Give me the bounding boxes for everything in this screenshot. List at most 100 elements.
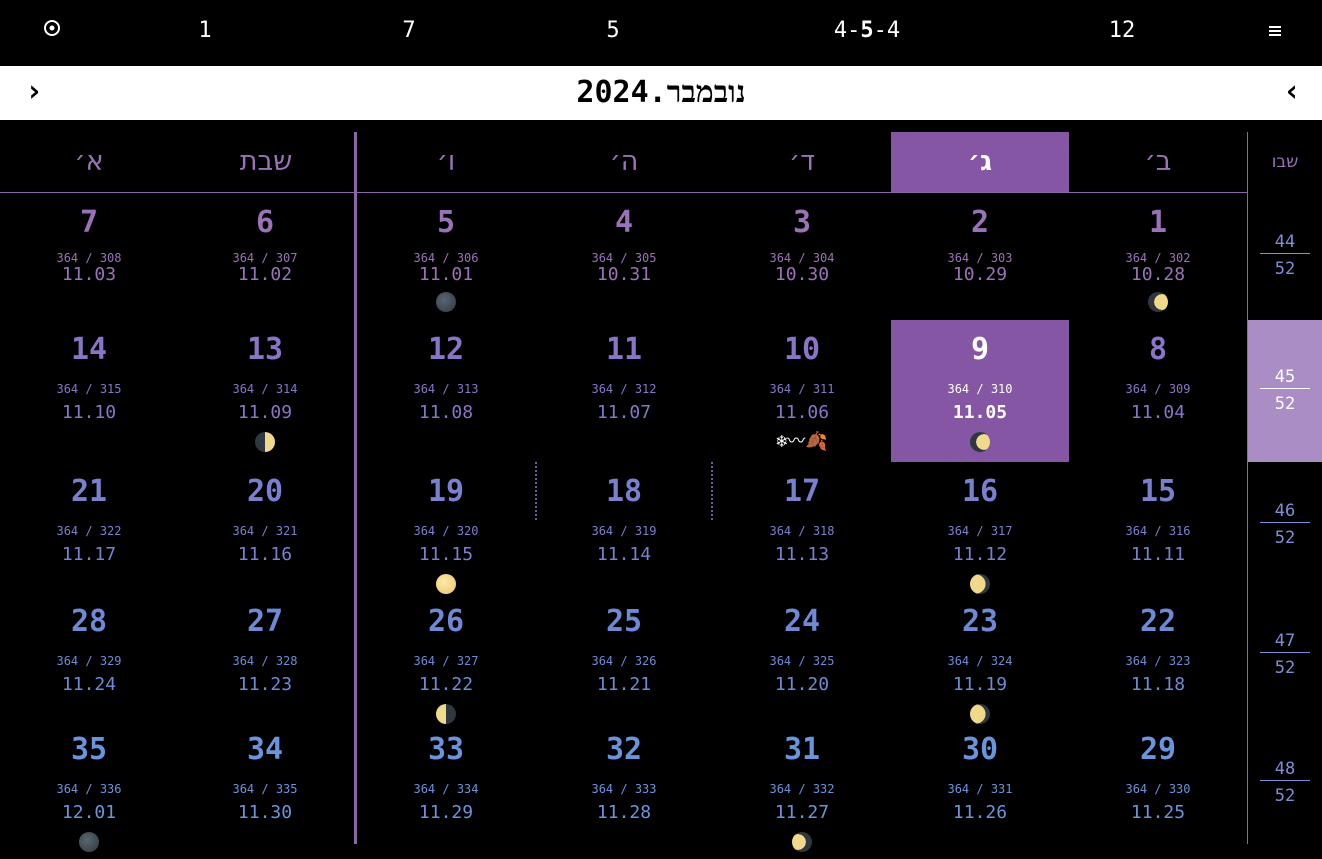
gregorian-date: 11.29 (418, 802, 474, 823)
year-day: 364 / 321 (232, 524, 298, 538)
day-cell[interactable]: 18 364 / 319 11.14 (535, 462, 713, 592)
day-cell[interactable]: 14 364 / 315 11.10 (0, 320, 178, 462)
week-total: 52 (1274, 528, 1296, 548)
gregorian-date: 10.28 (1130, 264, 1186, 285)
day-number: 4 (614, 205, 634, 240)
week-total: 52 (1274, 658, 1296, 678)
day-cell[interactable]: 2 364 / 303 10.29 (891, 193, 1069, 320)
topbar-item-2[interactable]: 7 (402, 18, 416, 43)
day-cell[interactable]: 32 364 / 333 11.28 (535, 720, 713, 847)
day-cell[interactable]: 19 364 / 320 11.15 (357, 462, 535, 595)
weekday-header-row: ב׳ ג׳ ד׳ ה׳ ו׳ שבת א׳ (0, 132, 1247, 192)
week-number-cell[interactable]: 47 52 (1248, 592, 1322, 720)
day-cell[interactable]: 11 364 / 312 11.07 (535, 320, 713, 462)
year-day: 364 / 331 (947, 782, 1013, 796)
week-number: 46 (1260, 500, 1310, 523)
day-cell[interactable]: 21 364 / 322 11.17 (0, 462, 178, 592)
day-number: 6 (255, 205, 275, 240)
topbar-pattern[interactable]: 4-5-4 (834, 0, 900, 66)
day-cell[interactable]: 1 364 / 302 10.28 (1069, 193, 1247, 320)
week-total: 52 (1274, 394, 1296, 414)
day-number: 18 (605, 474, 643, 509)
day-cell[interactable]: 31 364 / 332 11.27 (713, 720, 891, 852)
gregorian-date: 11.12 (952, 544, 1008, 565)
day-number: 12 (427, 332, 465, 367)
moon-full-icon (436, 574, 456, 594)
day-cell[interactable]: 33 364 / 334 11.29 (357, 720, 535, 847)
hamburger-menu-icon[interactable] (1269, 0, 1281, 66)
prev-month-arrow-icon[interactable]: ‹ (1282, 74, 1302, 109)
day-cell[interactable]: 3 364 / 304 10.30 (713, 193, 891, 320)
year-day: 364 / 334 (413, 782, 479, 796)
target-icon[interactable] (43, 0, 61, 66)
weekday-header: ה׳ (609, 146, 639, 177)
day-cell[interactable]: 27 364 / 328 11.23 (176, 592, 354, 720)
day-cell[interactable]: 10 364 / 311 11.06 ❄〰🍂 (713, 320, 891, 462)
week-number-cell[interactable]: 46 52 (1248, 462, 1322, 592)
gregorian-date: 11.13 (774, 544, 830, 565)
gregorian-date: 11.22 (418, 674, 474, 695)
day-cell[interactable]: 5 364 / 306 11.01 (357, 193, 535, 320)
month-header: › נובמבר.2024 ‹ (0, 66, 1322, 120)
gregorian-date: 11.02 (237, 264, 293, 285)
moon-phase-icon (891, 431, 1069, 453)
day-cell[interactable]: 9 364 / 310 11.05 (891, 320, 1069, 462)
moon-last-quarter-icon (436, 704, 456, 724)
day-cell[interactable]: 7 364 / 308 11.03 (0, 193, 178, 320)
day-number: 2 (970, 205, 990, 240)
day-cell[interactable]: 26 364 / 327 11.22 (357, 592, 535, 724)
year-day: 364 / 328 (232, 654, 298, 668)
gregorian-date: 11.20 (774, 674, 830, 695)
gregorian-date: 11.16 (237, 544, 293, 565)
topbar-item-1[interactable]: 1 (198, 18, 212, 43)
pattern-left: 4- (833, 18, 861, 43)
moon-waning-crescent-icon (792, 832, 812, 852)
week-number: 47 (1260, 630, 1310, 653)
day-number: 14 (70, 332, 108, 367)
day-cell[interactable]: 8 364 / 309 11.04 (1069, 320, 1247, 462)
day-cell[interactable]: 16 364 / 317 11.12 (891, 462, 1069, 594)
day-cell[interactable]: 17 364 / 318 11.13 (713, 462, 891, 592)
day-number: 21 (70, 474, 108, 509)
day-cell[interactable]: 30 364 / 331 11.26 (891, 720, 1069, 847)
year-day: 364 / 335 (232, 782, 298, 796)
day-cell[interactable]: 34 364 / 335 11.30 (176, 720, 354, 847)
day-cell[interactable]: 4 364 / 305 10.31 (535, 193, 713, 320)
day-cell[interactable]: 24 364 / 325 11.20 (713, 592, 891, 720)
year-day: 364 / 307 (232, 251, 298, 265)
moon-phase-icon (357, 573, 535, 595)
day-number: 10 (783, 332, 821, 367)
gregorian-date: 11.28 (596, 802, 652, 823)
topbar-item-3[interactable]: 5 (606, 18, 620, 43)
dotted-divider (535, 462, 537, 520)
day-cell[interactable]: 15 364 / 316 11.11 (1069, 462, 1247, 592)
day-cell[interactable]: 35 364 / 336 12.01 (0, 720, 178, 852)
weekday-header: ג׳ (891, 132, 1069, 192)
day-cell[interactable]: 29 364 / 330 11.25 (1069, 720, 1247, 847)
day-number: 19 (427, 474, 465, 509)
day-cell[interactable]: 28 364 / 329 11.24 (0, 592, 178, 720)
gregorian-date: 11.25 (1130, 802, 1186, 823)
day-number: 20 (246, 474, 284, 509)
year-day: 364 / 323 (1125, 654, 1191, 668)
day-cell[interactable]: 20 364 / 321 11.16 (176, 462, 354, 592)
gregorian-date: 11.15 (418, 544, 474, 565)
gregorian-date: 11.26 (952, 802, 1008, 823)
day-cell[interactable]: 23 364 / 324 11.19 (891, 592, 1069, 724)
day-cell[interactable]: 25 364 / 326 11.21 (535, 592, 713, 720)
day-cell[interactable]: 6 364 / 307 11.02 (176, 193, 354, 320)
day-cell[interactable]: 12 364 / 313 11.08 (357, 320, 535, 462)
year-day: 364 / 310 (947, 382, 1013, 396)
week-number-cell[interactable]: 45 52 (1248, 320, 1322, 462)
week-number-cell[interactable]: 48 52 (1248, 720, 1322, 847)
day-cell[interactable]: 13 364 / 314 11.09 (176, 320, 354, 462)
moon-phase-icon (0, 831, 178, 853)
year-day: 364 / 336 (56, 782, 122, 796)
next-month-arrow-icon[interactable]: › (24, 74, 44, 109)
day-cell[interactable]: 22 364 / 323 11.18 (1069, 592, 1247, 720)
topbar-item-5[interactable]: 12 (1108, 18, 1136, 43)
week-total: 52 (1274, 259, 1296, 279)
week-number-cell[interactable]: 44 52 (1248, 193, 1322, 320)
year-day: 364 / 304 (769, 251, 835, 265)
weekend-divider (354, 132, 357, 844)
